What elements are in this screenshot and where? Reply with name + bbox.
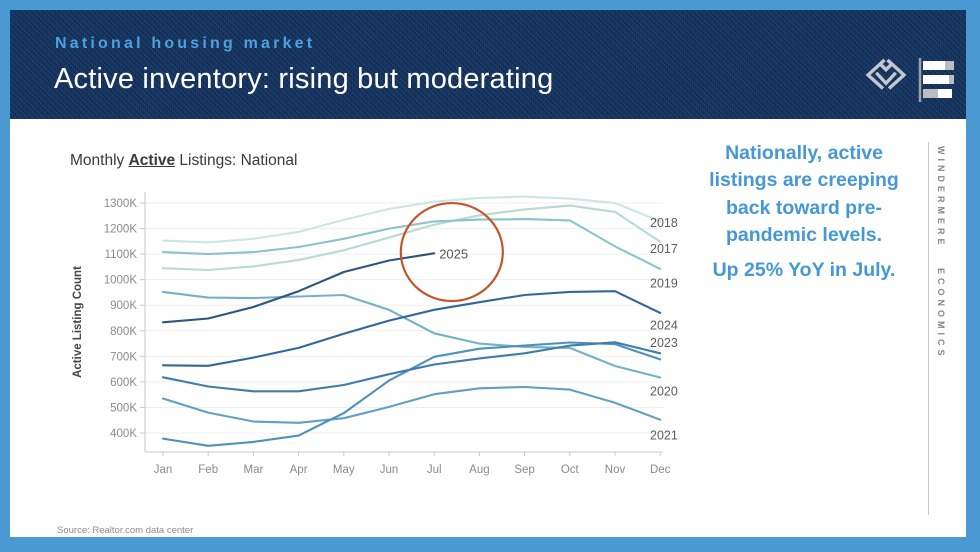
annotation-year-label: 2025 — [439, 246, 468, 261]
chart-title-part1: Monthly — [70, 152, 129, 169]
windermere-logo-icon — [865, 58, 907, 90]
y-tick-label: 800K — [110, 326, 137, 338]
slide-canvas: National housing market Active inventory… — [10, 10, 966, 537]
source-note: Source: Realtor.com data center — [57, 525, 194, 536]
y-tick-label: 600K — [110, 377, 137, 389]
y-tick-label: 1100K — [105, 249, 138, 261]
series-line-2020 — [161, 290, 662, 379]
series-end-label-2021: 2021 — [650, 429, 678, 443]
x-tick-label: May — [333, 464, 355, 476]
x-tick-label: Dec — [650, 464, 671, 476]
x-tick-label: Jul — [427, 464, 442, 476]
bar-chart-logo-icon — [918, 58, 954, 102]
header-band: National housing market Active inventory… — [10, 10, 966, 119]
series-line-2017 — [161, 204, 662, 272]
x-tick-label: Oct — [561, 464, 580, 476]
chart-title-part3: Listings: National — [175, 152, 298, 169]
series-end-label-2024: 2024 — [650, 319, 678, 333]
chart-title-part2-underlined: Active — [128, 152, 176, 169]
y-axis-title: Active Listing Count — [72, 266, 84, 378]
x-tick-label: Sep — [514, 464, 534, 476]
x-tick-label: Aug — [469, 464, 489, 476]
chart-title: Monthly Active Listings: National — [70, 152, 297, 170]
callout-paragraph-1: Nationally, active listings are creeping… — [709, 142, 899, 246]
y-tick-label: 900K — [110, 300, 137, 312]
series-end-label-2023: 2023 — [650, 336, 678, 350]
x-tick-label: Feb — [198, 464, 218, 476]
page-title: Active inventory: rising but moderating — [54, 63, 554, 95]
y-tick-label: 400K — [110, 428, 137, 440]
y-tick-label: 700K — [110, 351, 137, 363]
windermere-economics-vertical-label: WINDERMERE ECONOMICS — [936, 146, 946, 360]
eyebrow-kicker: National housing market — [55, 35, 316, 52]
series-line-2018 — [161, 195, 662, 244]
series-end-label-2020: 2020 — [650, 385, 678, 399]
x-tick-label: Jun — [380, 464, 399, 476]
series-end-label-2019: 2019 — [650, 277, 678, 291]
annotation-circle — [399, 201, 504, 303]
series-line-2019 — [161, 218, 662, 270]
listings-line-chart: 400K 500K 600K 700K 800K 900K 1000K 1100K 1200K 1… — [72, 192, 678, 476]
y-tick-label: 1300K — [104, 198, 138, 210]
y-tick-label: 1000K — [104, 275, 138, 287]
series-line-2023 — [161, 341, 662, 393]
callout-paragraph-2: Up 25% YoY in July. — [712, 259, 896, 282]
callout-text-block: Nationally, active listings are creeping… — [686, 140, 922, 284]
series-end-label-2018: 2018 — [650, 216, 678, 230]
series-end-label-2017: 2017 — [650, 242, 678, 256]
x-tick-label: Nov — [605, 464, 626, 476]
series-line-2024 — [161, 290, 662, 367]
x-tick-label: Jan — [154, 464, 173, 476]
x-tick-label: Mar — [243, 464, 263, 476]
series-line-2021 — [161, 385, 662, 424]
series-line-2025 — [161, 252, 436, 324]
vertical-divider — [928, 142, 929, 515]
y-tick-label: 1200K — [104, 224, 138, 236]
y-tick-label: 500K — [110, 402, 137, 414]
x-tick-label: Apr — [290, 464, 308, 476]
